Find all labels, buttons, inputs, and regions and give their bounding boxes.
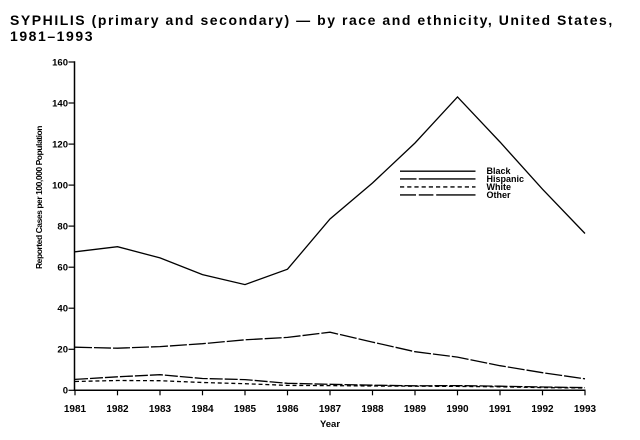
svg-text:1990: 1990	[446, 404, 469, 415]
svg-text:1988: 1988	[361, 404, 384, 415]
svg-text:Other: Other	[487, 190, 512, 200]
svg-text:60: 60	[57, 263, 68, 274]
svg-text:1986: 1986	[276, 404, 299, 415]
svg-text:Hispanic: Hispanic	[487, 174, 525, 184]
svg-text:1993: 1993	[574, 404, 597, 415]
svg-text:Black: Black	[487, 166, 512, 176]
svg-text:1983: 1983	[149, 404, 172, 415]
svg-text:160: 160	[52, 57, 68, 68]
svg-text:1989: 1989	[404, 404, 427, 415]
svg-text:White: White	[487, 182, 512, 192]
svg-text:1987: 1987	[319, 404, 342, 415]
svg-text:1991: 1991	[489, 404, 512, 415]
svg-text:1984: 1984	[191, 404, 214, 415]
svg-text:Reported Cases per 100,000 Pop: Reported Cases per 100,000 Population	[34, 126, 44, 269]
svg-text:100: 100	[52, 181, 68, 192]
svg-text:40: 40	[57, 304, 68, 315]
svg-text:0: 0	[63, 386, 68, 397]
svg-text:1982: 1982	[106, 404, 129, 415]
svg-text:1981: 1981	[64, 404, 87, 415]
svg-text:1992: 1992	[531, 404, 554, 415]
svg-text:20: 20	[57, 345, 68, 356]
svg-text:80: 80	[57, 222, 68, 233]
svg-text:120: 120	[52, 140, 68, 151]
svg-text:140: 140	[52, 98, 68, 109]
svg-text:Year: Year	[320, 419, 340, 430]
svg-text:1985: 1985	[234, 404, 257, 415]
